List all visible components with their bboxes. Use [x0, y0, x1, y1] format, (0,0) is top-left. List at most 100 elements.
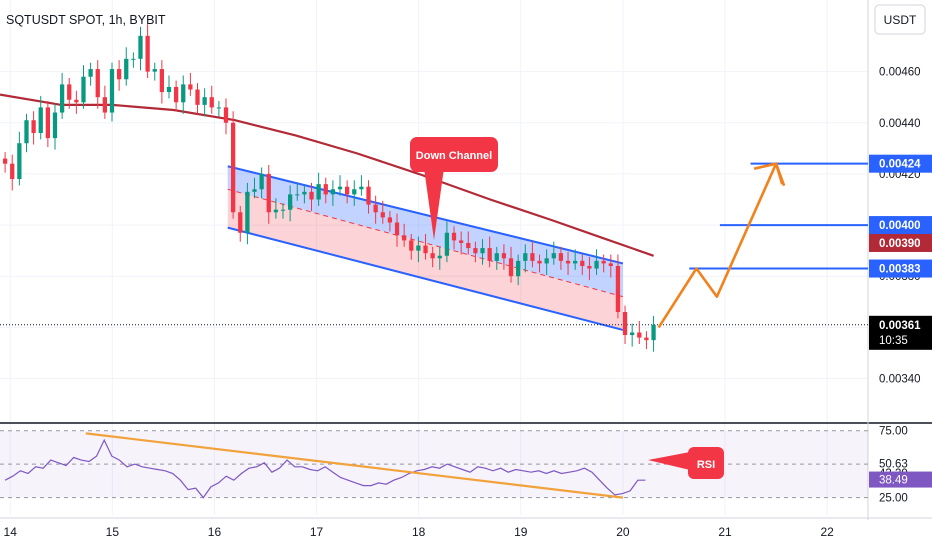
candle-body	[273, 209, 279, 213]
rsi-line	[4, 438, 646, 499]
level-price-label: 0.00424	[879, 159, 921, 171]
candle-body	[2, 158, 8, 164]
time-tick-label: 20	[616, 525, 630, 539]
time-axis[interactable]: 14 15 16 17 18 19 20 21 22	[4, 525, 835, 539]
candle-body	[394, 222, 400, 236]
level-price-label: 0.00400	[879, 220, 921, 232]
candle-body	[95, 69, 100, 98]
candle-body	[181, 84, 186, 103]
candle-body	[337, 186, 343, 190]
candle-body	[280, 209, 286, 211]
candle-body	[615, 265, 621, 313]
candle-body	[266, 173, 271, 213]
candle-body	[309, 191, 314, 200]
candle-body	[145, 35, 150, 72]
candle-body	[159, 69, 165, 93]
candle-body	[152, 69, 157, 72]
rsi-tick-label: 75.00	[879, 426, 908, 438]
countdown-label: 10:35	[879, 335, 908, 347]
channel-callout-box	[410, 137, 498, 172]
candle-body	[252, 189, 257, 192]
candle-body	[45, 107, 50, 139]
rsi-current-tag	[869, 471, 932, 488]
candle-body	[630, 332, 635, 336]
candle-body	[59, 84, 65, 113]
time-tick-label: 17	[310, 525, 324, 539]
candle-body	[416, 245, 421, 251]
time-tick-label: 19	[514, 525, 528, 539]
rsi-callout-label: RSI	[697, 459, 715, 471]
candle-body	[245, 191, 250, 233]
candle-body	[131, 58, 136, 60]
price-tag	[869, 315, 932, 350]
candle-body	[437, 255, 442, 259]
candle-body	[494, 253, 499, 261]
candle-body	[31, 120, 36, 133]
time-tick-label: 21	[718, 525, 732, 539]
candle-body	[651, 324, 656, 341]
rsi-callout-box	[688, 447, 724, 479]
price-tag-label: 0.00361	[879, 320, 921, 332]
level-price-label: 0.00383	[879, 264, 921, 276]
rsi-tick-label: 50.63	[879, 458, 908, 470]
candle-body	[17, 143, 22, 180]
rsi-current-label: 38.49	[879, 475, 908, 487]
candle-body	[188, 84, 193, 90]
channel-callout-pointer	[424, 168, 444, 240]
candle-body	[366, 186, 371, 205]
price-tick-label: 0.00460	[879, 67, 921, 79]
channel-lower-line	[227, 226, 624, 331]
symbol-label: SQTUSDT SPOT, 1h, BYBIT	[6, 13, 166, 27]
rsi-callout-pointer	[648, 452, 690, 470]
candle-body	[473, 248, 478, 254]
candle-body	[551, 253, 556, 259]
price-tag-label: 0.00390	[879, 238, 921, 250]
candle-body	[387, 217, 393, 223]
candle-body	[295, 194, 300, 196]
candle-body	[109, 69, 115, 113]
candle-body	[573, 260, 578, 264]
time-tick-label: 16	[208, 525, 222, 539]
candle-body	[516, 260, 521, 277]
candle-body	[409, 240, 414, 251]
candle-body	[230, 122, 236, 213]
candle-body	[10, 163, 15, 180]
candles[interactable]	[2, 24, 656, 352]
candle-body	[622, 312, 628, 336]
rsi-trendline	[85, 432, 624, 499]
level-price-tag	[869, 154, 932, 173]
candle-body	[287, 194, 293, 210]
candle-body	[423, 245, 428, 254]
candle-body	[323, 184, 328, 195]
level-price-tag	[869, 216, 932, 235]
channel-upper-fill	[227, 166, 623, 297]
time-tick-label: 14	[4, 525, 18, 539]
candle-body	[52, 112, 58, 139]
candle-body	[124, 58, 129, 80]
projection-arrowhead	[753, 162, 786, 187]
price-axis[interactable]: 0.004600.004400.004200.004000.003800.003…	[869, 15, 932, 386]
time-tick-label: 18	[412, 525, 426, 539]
candle-body	[202, 97, 207, 105]
candle-body	[166, 86, 172, 93]
candle-body	[259, 173, 264, 190]
channel-callout: Down Channel	[410, 137, 498, 240]
candle-body	[173, 86, 179, 103]
candle-body	[380, 212, 385, 218]
candle-body	[352, 189, 357, 195]
candle-body	[138, 35, 143, 59]
candle-body	[38, 107, 43, 133]
currency-button[interactable]: USDT	[874, 4, 926, 35]
candle-body	[466, 242, 471, 249]
candle-body	[451, 232, 457, 241]
candle-body	[444, 232, 450, 256]
candle-body	[238, 212, 243, 233]
candle-body	[558, 253, 564, 261]
level-price-tag	[869, 259, 932, 278]
candle-body	[102, 97, 108, 113]
candle-body	[587, 265, 592, 269]
candle-body	[24, 120, 29, 144]
